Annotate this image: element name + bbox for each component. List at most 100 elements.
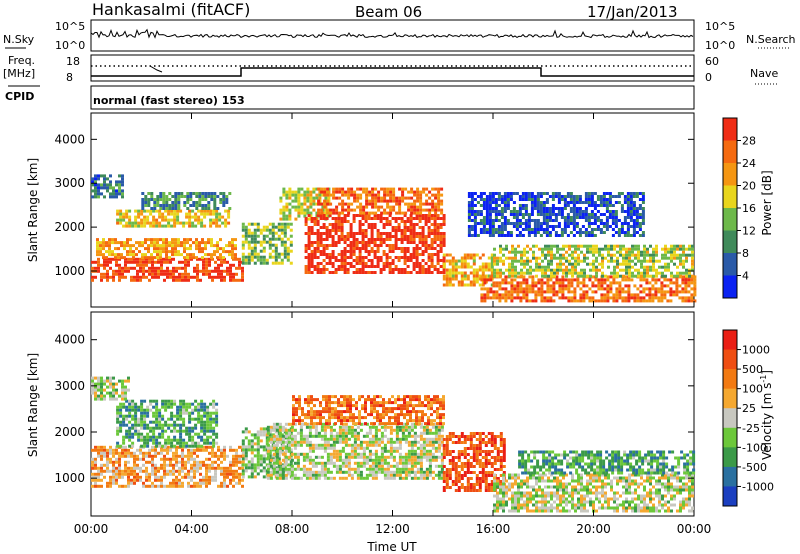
scatter-cell bbox=[373, 256, 377, 259]
scatter-cell bbox=[280, 237, 284, 241]
scatter-cell bbox=[445, 253, 449, 257]
scatter-cell bbox=[551, 219, 555, 222]
scatter-cell bbox=[272, 443, 276, 447]
scatter-cell bbox=[179, 423, 183, 427]
scatter-cell bbox=[205, 463, 208, 467]
scatter-cell bbox=[171, 241, 174, 245]
scatter-cell bbox=[196, 278, 199, 282]
scatter-cell bbox=[690, 296, 694, 300]
scatter-cell bbox=[116, 414, 120, 418]
scatter-cell bbox=[545, 210, 549, 213]
scatter-cell bbox=[448, 253, 452, 257]
scatter-cell bbox=[172, 278, 175, 282]
scatter-cell bbox=[256, 442, 260, 446]
scatter-cell bbox=[262, 240, 266, 244]
scatter-cell bbox=[637, 259, 640, 263]
scatter-cell bbox=[153, 247, 156, 251]
scatter-cell bbox=[271, 454, 275, 458]
scatter-cell bbox=[156, 250, 159, 254]
scatter-cell bbox=[502, 253, 505, 257]
scatter-cell bbox=[646, 259, 649, 263]
scatter-cell bbox=[215, 218, 219, 222]
scatter-cell bbox=[144, 241, 147, 245]
scatter-cell bbox=[335, 196, 339, 200]
scatter-cell bbox=[150, 195, 154, 198]
scatter-cell bbox=[307, 268, 311, 271]
scatter-cell bbox=[549, 299, 553, 303]
scatter-cell bbox=[208, 269, 211, 273]
scatter-cell bbox=[600, 296, 604, 300]
scatter-cell bbox=[172, 257, 175, 261]
scatter-cell bbox=[307, 247, 311, 250]
scatter-cell bbox=[421, 217, 425, 220]
scatter-cell bbox=[610, 259, 613, 263]
scatter-cell bbox=[316, 271, 320, 274]
scatter-cell bbox=[584, 198, 588, 201]
scatter-cell bbox=[413, 190, 417, 194]
scatter-cell bbox=[413, 205, 417, 209]
scatter-cell bbox=[291, 193, 295, 197]
scatter-cell bbox=[356, 196, 360, 200]
scatter-cell bbox=[189, 192, 193, 195]
scatter-cell bbox=[145, 275, 148, 279]
scatter-cell bbox=[571, 274, 574, 278]
scatter-cell bbox=[161, 215, 165, 219]
scatter-cell bbox=[129, 253, 132, 257]
scatter-cell bbox=[134, 414, 138, 418]
scatter-cell bbox=[517, 271, 520, 275]
scatter-cell bbox=[584, 213, 588, 216]
scatter-cell bbox=[334, 244, 338, 247]
scatter-cell bbox=[202, 481, 205, 485]
scatter-cell bbox=[388, 238, 392, 241]
scatter-cell bbox=[94, 385, 97, 389]
scatter-cell bbox=[278, 461, 282, 465]
scatter-cell bbox=[226, 266, 229, 270]
scatter-cell bbox=[181, 275, 184, 279]
scatter-cell bbox=[225, 244, 228, 248]
scatter-cell bbox=[350, 193, 354, 197]
scatter-cell bbox=[691, 262, 694, 266]
scatter-cell bbox=[603, 293, 607, 297]
scatter-cell bbox=[400, 217, 404, 220]
scatter-cell bbox=[620, 210, 624, 213]
scatter-cell bbox=[94, 448, 97, 452]
scatter-cell bbox=[259, 454, 263, 458]
scatter-cell bbox=[614, 213, 618, 216]
scatter-cell bbox=[129, 238, 132, 242]
scatter-cell bbox=[648, 299, 652, 303]
scatter-cell bbox=[256, 472, 260, 476]
scatter-cell bbox=[559, 247, 562, 251]
scatter-cell bbox=[119, 212, 123, 216]
scatter-cell bbox=[223, 448, 226, 452]
scatter-cell bbox=[172, 463, 175, 467]
scatter-cell bbox=[549, 287, 553, 291]
scatter-cell bbox=[220, 272, 223, 276]
scatter-cell bbox=[406, 235, 410, 238]
scatter-cell bbox=[469, 265, 473, 269]
scatter-cell bbox=[155, 405, 159, 409]
scatter-cell bbox=[181, 484, 184, 488]
scatter-cell bbox=[189, 195, 193, 198]
scatter-cell bbox=[691, 244, 694, 248]
scatter-cell bbox=[373, 214, 377, 217]
scatter-cell bbox=[121, 183, 124, 187]
scatter-cell bbox=[274, 445, 278, 449]
scatter-cell bbox=[253, 442, 257, 446]
scatter-cell bbox=[526, 259, 529, 263]
scatter-cell bbox=[137, 435, 141, 439]
scatter-cell bbox=[511, 250, 514, 254]
scatter-cell bbox=[118, 266, 121, 270]
scatter-cell bbox=[286, 457, 290, 461]
scatter-cell bbox=[388, 256, 392, 259]
scatter-cell bbox=[268, 237, 272, 241]
scatter-cell bbox=[281, 467, 285, 471]
scatter-cell bbox=[165, 247, 168, 251]
scatter-cell bbox=[358, 214, 362, 217]
scatter-cell bbox=[193, 448, 196, 452]
scatter-cell bbox=[229, 478, 232, 482]
scatter-cell bbox=[638, 204, 642, 207]
scatter-cell bbox=[529, 268, 532, 272]
scatter-cell bbox=[121, 379, 124, 383]
scatter-cell bbox=[304, 265, 308, 268]
scatter-cell bbox=[174, 207, 178, 210]
